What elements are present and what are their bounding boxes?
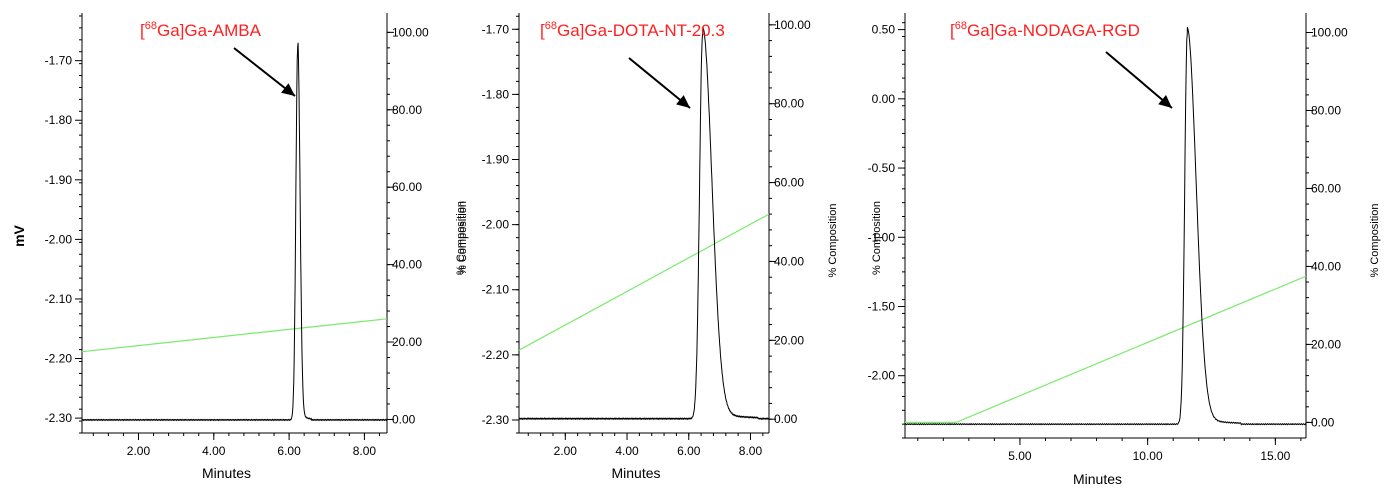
chart-title: [68Ga]Ga-AMBA bbox=[140, 20, 262, 40]
left-composition-label: % Composition bbox=[827, 204, 839, 278]
chart-panel-1: -1.70 -1.80 -1.90 -2.00 -2.10 -2.20 -2.30 100.0… bbox=[45, 13, 467, 481]
y-tick-label: -2.00 bbox=[482, 218, 510, 232]
chart-title: [68Ga]Ga-NODAGA-RGD bbox=[950, 20, 1140, 40]
x-tick-label: 10.00 bbox=[1133, 449, 1163, 463]
peak-arrow-line bbox=[1105, 51, 1173, 109]
x-tick-label: 8.00 bbox=[739, 444, 763, 458]
y2-tick-label: 100.00 bbox=[1311, 25, 1348, 39]
gradient-line bbox=[905, 275, 1307, 423]
peak-arrow-head bbox=[281, 83, 295, 96]
y2-tick-label: 0.00 bbox=[774, 412, 798, 426]
title-superscript: 68 bbox=[545, 20, 557, 32]
y2-tick-label: 40.00 bbox=[1311, 259, 1341, 273]
x-axis-label: Minutes bbox=[611, 465, 660, 481]
y-tick-label: -1.70 bbox=[45, 54, 73, 68]
y2-tick-label: 80.00 bbox=[774, 97, 804, 111]
x-tick-label: 4.00 bbox=[202, 444, 226, 458]
y-tick-label: -1.00 bbox=[868, 230, 896, 244]
y2-axis-label: % Composition bbox=[455, 201, 467, 275]
x-tick-label: 8.00 bbox=[353, 444, 377, 458]
y2-axis-label: % Composition bbox=[1369, 204, 1381, 278]
y2-tick-label: 100.00 bbox=[392, 25, 429, 39]
chart-panel-3: 0.50 0.00 -0.50 -1.00 -1.50 -2.00 100.00 80.00 6… bbox=[868, 13, 1381, 487]
y2-tick-label: 40.00 bbox=[392, 258, 422, 272]
y-tick-label: -1.80 bbox=[482, 87, 510, 101]
y2-tick-label: 0.00 bbox=[392, 412, 416, 426]
x-tick-label: 6.00 bbox=[277, 444, 301, 458]
y-tick-label: -1.90 bbox=[45, 173, 73, 187]
y2-tick-label: 20.00 bbox=[774, 333, 804, 347]
y-tick-label: -1.90 bbox=[482, 153, 510, 167]
x-tick-label: 6.00 bbox=[677, 444, 701, 458]
chart-panel-2: -1.70 -1.80 -1.90 -2.00 -2.10 -2.20 -2.30 100.0… bbox=[482, 13, 883, 481]
peak-arrow-head bbox=[1158, 95, 1172, 108]
title-superscript: 68 bbox=[145, 20, 157, 32]
gradient-line bbox=[81, 318, 388, 353]
x-tick-label: 2.00 bbox=[554, 444, 578, 458]
title-bracket: [ bbox=[540, 21, 545, 40]
chromatogram-trace bbox=[518, 26, 770, 421]
y-tick-label: -2.00 bbox=[868, 369, 896, 383]
y-tick-label: -2.20 bbox=[482, 348, 510, 362]
y-tick-label: -2.10 bbox=[482, 283, 510, 297]
y-tick-label: -2.00 bbox=[45, 232, 73, 246]
title-compound: Ga]Ga-AMBA bbox=[157, 21, 262, 40]
y-unit-label: mV bbox=[11, 224, 27, 246]
y-tick-label: -2.10 bbox=[45, 292, 73, 306]
y-tick-label: -2.20 bbox=[45, 352, 73, 366]
chart-panels: -1.70 -1.80 -1.90 -2.00 -2.10 -2.20 -2.30 100.0… bbox=[45, 13, 1381, 487]
x-tick-label: 15.00 bbox=[1260, 449, 1290, 463]
y2-tick-label: 0.00 bbox=[1311, 415, 1335, 429]
x-tick-label: 5.00 bbox=[1008, 449, 1032, 463]
y2-axis-label: % Composition bbox=[871, 201, 883, 275]
y2-tick-label: 60.00 bbox=[1311, 181, 1341, 195]
x-tick-label: 2.00 bbox=[127, 444, 151, 458]
chart-title: [68Ga]Ga-DOTA-NT-20.3 bbox=[540, 20, 725, 40]
y-tick-label: -1.80 bbox=[45, 113, 73, 127]
x-axis-label: Minutes bbox=[1073, 471, 1122, 487]
gradient-line bbox=[518, 213, 770, 351]
y2-tick-label: 40.00 bbox=[774, 254, 804, 268]
y-tick-label: -1.70 bbox=[482, 22, 510, 36]
y-tick-label: -2.30 bbox=[45, 411, 73, 425]
y2-tick-label: 80.00 bbox=[392, 103, 422, 117]
peak-arrow-head bbox=[676, 95, 690, 108]
x-tick-label: 4.00 bbox=[615, 444, 639, 458]
left-composition-label: % Composition bbox=[457, 201, 469, 275]
title-bracket: [ bbox=[140, 21, 145, 40]
y2-tick-label: 20.00 bbox=[1311, 337, 1341, 351]
chromatogram-trace bbox=[81, 42, 388, 422]
y2-tick-label: 60.00 bbox=[392, 180, 422, 194]
title-compound: Ga]Ga-DOTA-NT-20.3 bbox=[557, 21, 725, 40]
y2-tick-label: 80.00 bbox=[1311, 103, 1341, 117]
y2-tick-label: 100.00 bbox=[774, 18, 811, 32]
x-axis-label: Minutes bbox=[202, 465, 251, 481]
y-tick-label: -2.30 bbox=[482, 413, 510, 427]
chromatogram-trace bbox=[904, 27, 1306, 426]
title-compound: Ga]Ga-NODAGA-RGD bbox=[967, 21, 1140, 40]
y-tick-label: -0.50 bbox=[868, 161, 896, 175]
y2-tick-label: 60.00 bbox=[774, 176, 804, 190]
title-bracket: [ bbox=[950, 21, 955, 40]
y-tick-label: 0.00 bbox=[872, 92, 896, 106]
title-superscript: 68 bbox=[955, 20, 967, 32]
y2-tick-label: 20.00 bbox=[392, 335, 422, 349]
y-tick-label: 0.50 bbox=[872, 23, 896, 37]
peak-arrow-line bbox=[628, 57, 691, 109]
y-tick-label: -1.50 bbox=[868, 299, 896, 313]
